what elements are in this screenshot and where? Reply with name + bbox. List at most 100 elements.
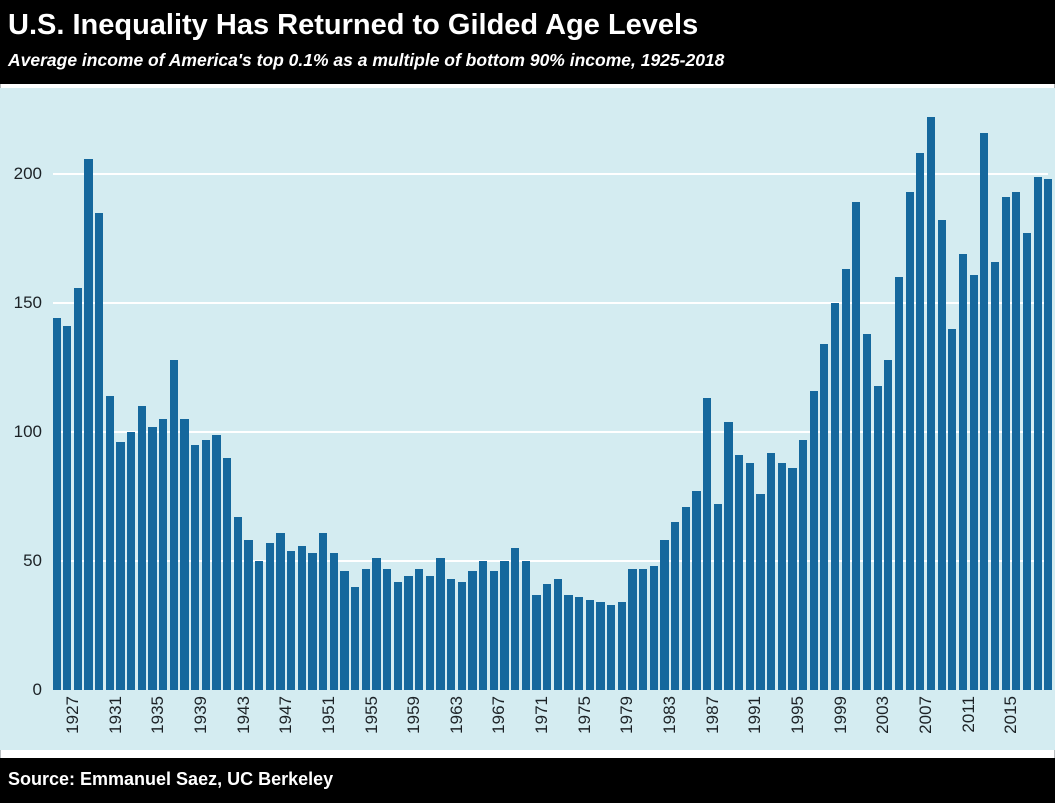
bar-1976 [596, 602, 605, 690]
x-axis-tick-1931: 1931 [105, 696, 125, 734]
bar-1966 [489, 571, 498, 690]
bar-1983 [671, 522, 680, 690]
bar-1945 [265, 542, 274, 690]
bar-1974 [575, 597, 584, 690]
source-credit: Source: Emmanuel Saez, UC Berkeley [8, 769, 334, 789]
y-axis-tick-150: 150 [13, 293, 42, 312]
bar-1938 [191, 444, 200, 690]
bar-2011 [969, 274, 978, 690]
bar-1999 [841, 269, 850, 690]
gridline-200 [53, 173, 1048, 175]
x-axis-tick-1995: 1995 [788, 696, 808, 734]
bar-1986 [703, 398, 712, 690]
bar-1961 [436, 558, 445, 690]
bar-1929 [95, 212, 104, 690]
bar-2016 [1022, 233, 1032, 690]
footer-band: Source: Emmanuel Saez, UC Berkeley [0, 758, 1055, 803]
bar-1991 [756, 493, 765, 690]
x-axis-tick-2003: 2003 [873, 696, 893, 734]
bar-1972 [553, 579, 562, 690]
bar-1960 [425, 576, 434, 690]
y-axis-tick-50: 50 [23, 551, 42, 570]
bar-1934 [148, 426, 157, 690]
plot-area: 0 50 100 150 200 1927 1931 1935 1939 1943 1947 1951… [0, 88, 1055, 750]
bar-1985 [692, 491, 701, 690]
bar-1993 [777, 462, 786, 690]
x-axis-tick-1927: 1927 [62, 696, 82, 734]
chart-title: U.S. Inequality Has Returned to Gilded A… [8, 9, 699, 41]
bar-1988 [724, 421, 733, 690]
bar-1936 [169, 359, 178, 690]
bar-1950 [319, 532, 328, 690]
bar-1995 [798, 439, 808, 690]
bar-1978 [617, 602, 626, 690]
bar-1967 [500, 561, 509, 690]
x-axis-tick-2015: 2015 [1001, 696, 1021, 734]
bar-2007 [926, 117, 936, 690]
bar-1957 [393, 581, 402, 690]
bar-1943 [244, 540, 253, 690]
x-axis-tick-2007: 2007 [916, 696, 936, 734]
bar-1989 [734, 455, 744, 690]
bar-1941 [223, 457, 232, 690]
bar-1925 [52, 318, 61, 690]
bar-1951 [329, 553, 338, 690]
bar-1964 [468, 571, 477, 690]
x-axis-tick-1951: 1951 [318, 696, 338, 734]
bar-2014 [1001, 197, 1010, 690]
bar-1977 [607, 604, 616, 690]
bar-1998 [830, 303, 840, 690]
bar-1935 [159, 419, 168, 690]
bar-2006 [916, 153, 925, 690]
bar-1965 [479, 561, 488, 690]
bar-1963 [457, 581, 466, 690]
x-axis-tick-1939: 1939 [190, 696, 210, 734]
bar-2013 [990, 261, 1000, 690]
y-axis-tick-200: 200 [13, 164, 42, 183]
y-axis-tick-100: 100 [13, 422, 42, 441]
bar-1992 [766, 452, 776, 690]
bar-2005 [905, 192, 914, 690]
x-axis-tick-1967: 1967 [489, 696, 509, 734]
bar-1932 [127, 432, 136, 690]
bar-1947 [287, 550, 296, 690]
bar-2010 [958, 253, 968, 690]
bar-1990 [745, 462, 754, 690]
x-axis-tick-2011: 2011 [958, 696, 978, 733]
bar-1996 [809, 390, 818, 690]
bar-1926 [63, 326, 72, 690]
bar-1953 [351, 586, 360, 690]
x-axis-tick-1999: 1999 [830, 696, 850, 734]
x-axis-tick-1971: 1971 [532, 696, 552, 734]
x-axis-tick-1955: 1955 [361, 696, 381, 734]
bar-1979 [628, 568, 637, 690]
bar-1949 [308, 553, 317, 690]
bar-1933 [137, 406, 146, 690]
bar-1954 [361, 568, 370, 690]
x-axis-tick-1983: 1983 [660, 696, 680, 734]
bar-2004 [894, 277, 904, 690]
y-axis-tick-0: 0 [32, 680, 42, 699]
bar-1984 [681, 506, 690, 690]
bar-1994 [788, 468, 797, 690]
bar-1997 [820, 344, 829, 690]
header-band: U.S. Inequality Has Returned to Gilded A… [0, 0, 1055, 84]
x-axis-tick-1959: 1959 [404, 696, 424, 734]
x-axis-tick-1975: 1975 [574, 696, 594, 734]
bar-1959 [415, 568, 424, 690]
x-axis-tick-1979: 1979 [617, 696, 637, 734]
bar-1969 [521, 561, 530, 690]
bar-2017 [1033, 176, 1042, 690]
bar-2012 [980, 132, 989, 690]
gridline-50 [53, 560, 1048, 562]
bar-1946 [276, 532, 285, 690]
bar-1939 [201, 439, 210, 690]
bar-1982 [660, 540, 669, 690]
bar-1944 [255, 561, 264, 690]
bar-1980 [639, 568, 648, 690]
bar-2000 [852, 202, 861, 690]
bar-1956 [383, 568, 392, 690]
bar-1930 [105, 395, 114, 690]
bar-1948 [297, 545, 306, 690]
